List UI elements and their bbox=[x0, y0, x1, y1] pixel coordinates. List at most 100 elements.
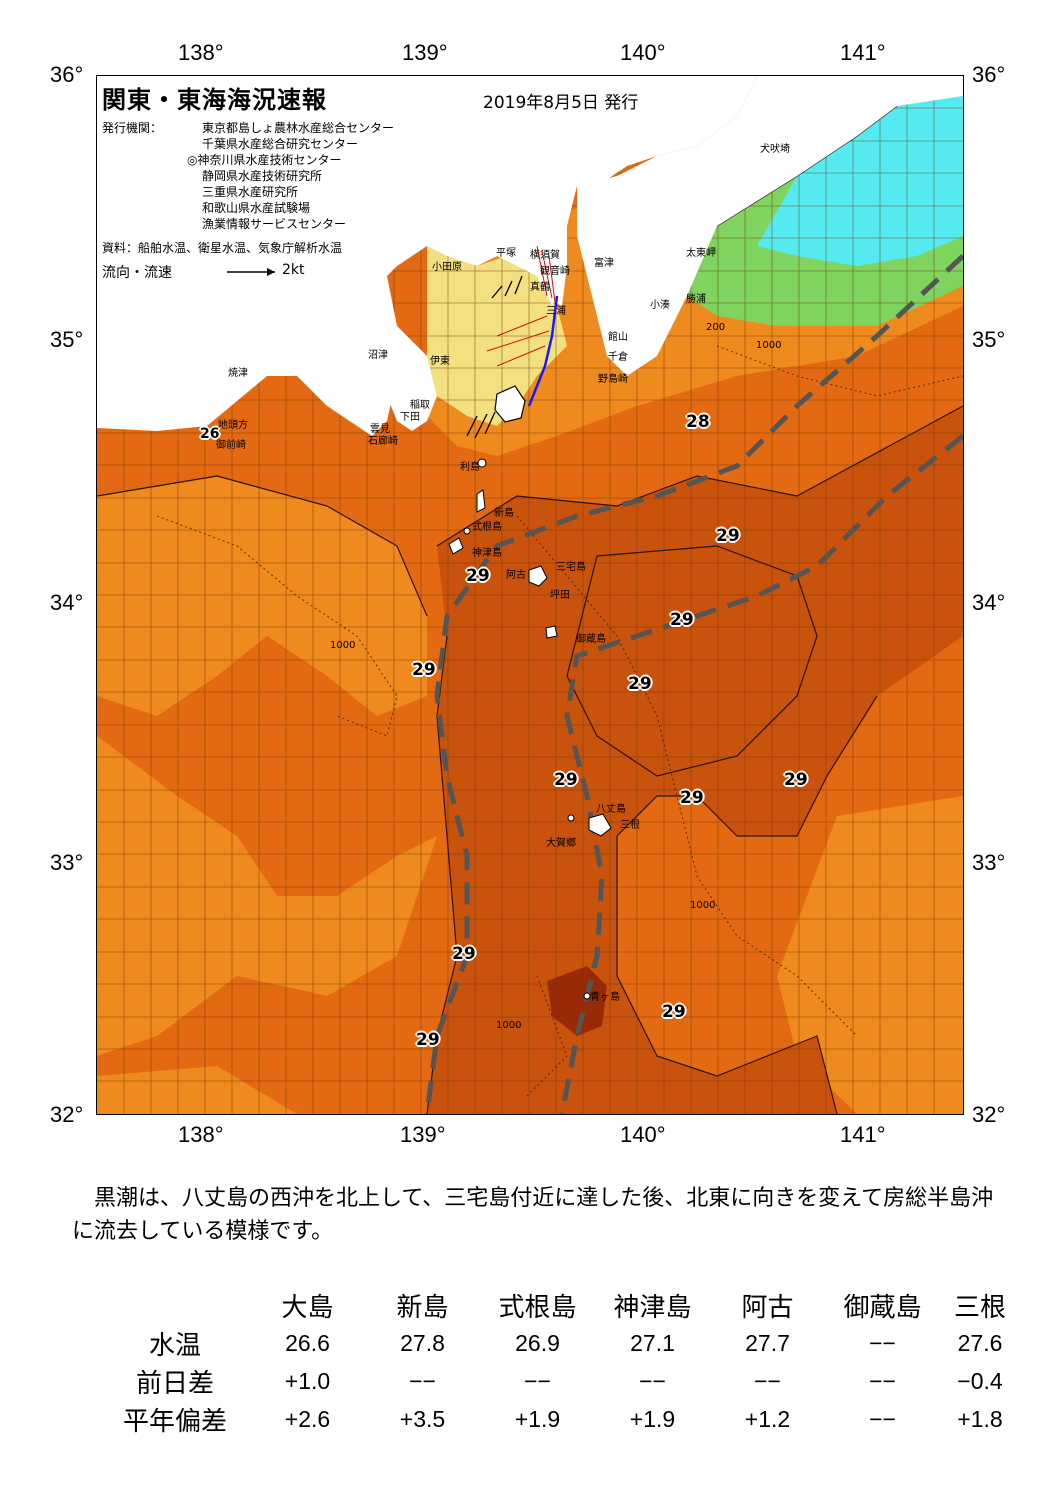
place-omaezaki: 御前崎 bbox=[216, 440, 246, 451]
summary-text: 黒潮は、八丈島の西沖を北上して、三宅島付近に達した後、北東に向きを変えて房総半島… bbox=[72, 1186, 994, 1244]
issuer-org-4: 静岡県水産技術研究所 bbox=[202, 169, 323, 183]
isotherm-label-29: 29 bbox=[412, 660, 436, 680]
place-miura: 三浦 bbox=[546, 306, 566, 317]
cell: 26.6 bbox=[285, 1329, 330, 1356]
place-yaizu: 焼津 bbox=[228, 368, 248, 379]
sea-temperature-map bbox=[96, 75, 964, 1115]
lon-label-bottom-139: 139° bbox=[400, 1122, 446, 1147]
lon-label-top-138: 138° bbox=[178, 40, 224, 65]
data-source: 資料：船舶水温、衛星水温、気象庁解析水温 bbox=[102, 241, 343, 255]
place-kozushima: 神津島 bbox=[472, 548, 502, 559]
lat-label-left-35: 35° bbox=[50, 327, 84, 352]
lon-label-bottom-141: 141° bbox=[840, 1122, 886, 1147]
place-inatori: 稲取 bbox=[410, 400, 430, 411]
column-kozushima: 神津島 bbox=[613, 1292, 692, 1323]
depth-label-1000: 1000 bbox=[756, 340, 782, 351]
isotherm-label-28: 28 bbox=[686, 412, 710, 432]
lon-label-top-140: 140° bbox=[620, 40, 666, 65]
place-niijima: 新島 bbox=[494, 508, 514, 519]
column-niijima: 新島 bbox=[396, 1292, 449, 1323]
isotherm-label-29: 29 bbox=[416, 1030, 440, 1050]
place-miyakejima: 三宅島 bbox=[556, 562, 586, 573]
depth-contour-lines bbox=[156, 345, 963, 1097]
cell: +1.8 bbox=[957, 1405, 1003, 1432]
issuer-org-3: ◎神奈川県水産技術センター bbox=[187, 153, 342, 167]
table-row: 前日差 +1.0 −− −− −− −− −− −0.4 bbox=[100, 1362, 1020, 1400]
ship-track bbox=[527, 295, 559, 407]
place-katsuura: 勝浦 bbox=[686, 294, 706, 305]
place-taitomisaki: 太東岬 bbox=[686, 248, 716, 259]
place-yokosuka: 横須賀 bbox=[530, 250, 560, 261]
column-oshima: 大島 bbox=[281, 1292, 334, 1323]
cell: 26.9 bbox=[515, 1329, 560, 1356]
island-kozushima bbox=[448, 537, 464, 555]
issuer-org-1: 東京都島しょ農林水産総合センター bbox=[202, 121, 395, 135]
zone-light-orange-3 bbox=[777, 796, 963, 1114]
lat-label-left-34: 34° bbox=[50, 590, 84, 615]
place-ako: 阿古 bbox=[506, 570, 526, 581]
place-chikura: 千倉 bbox=[608, 352, 628, 363]
lat-label-right-33: 33° bbox=[972, 850, 1006, 875]
issued-date: 2019年8月5日 発行 bbox=[483, 93, 639, 113]
place-shikinejima: 式根島 bbox=[472, 522, 502, 533]
flow-legend-scale: 2kt bbox=[282, 262, 305, 278]
depth-label-1000: 1000 bbox=[690, 900, 716, 911]
map-svg bbox=[97, 76, 963, 1114]
kuroshio-axis-east bbox=[559, 434, 963, 1114]
place-toshima: 利島 bbox=[460, 462, 480, 473]
place-mitsune: 三根 bbox=[620, 820, 640, 831]
land-honshu bbox=[97, 76, 757, 436]
place-kominato: 小湊 bbox=[650, 300, 670, 311]
isotherm-label-29: 29 bbox=[716, 526, 740, 546]
place-ito: 伊東 bbox=[430, 356, 450, 367]
flow-legend-label: 流向・流速 bbox=[102, 265, 172, 281]
cell: 27.8 bbox=[400, 1329, 445, 1356]
island-hachijokojima bbox=[567, 814, 575, 822]
place-inubosaki: 犬吠埼 bbox=[760, 144, 790, 155]
place-hachijojima: 八丈島 bbox=[596, 804, 626, 815]
place-jitogata: 地頭方 bbox=[218, 420, 248, 431]
depth-label-1000: 1000 bbox=[330, 640, 356, 651]
chart-title: 関東・東海海況速報 bbox=[102, 86, 327, 114]
place-manazuru: 真鶴 bbox=[530, 282, 550, 293]
flow-vectors-red bbox=[486, 245, 556, 367]
lon-label-bottom-140: 140° bbox=[620, 1122, 666, 1147]
cell: −− bbox=[754, 1367, 781, 1394]
issuer-org-7: 漁業情報サービスセンター bbox=[202, 217, 347, 231]
island-niijima bbox=[476, 489, 486, 513]
cell: 27.6 bbox=[957, 1329, 1003, 1356]
column-mikurajima: 御蔵島 bbox=[843, 1292, 922, 1323]
isotherm-label-29: 29 bbox=[670, 610, 694, 630]
lat-label-left-32: 32° bbox=[50, 1102, 84, 1127]
place-odawara: 小田原 bbox=[432, 262, 462, 273]
cell: −− bbox=[639, 1367, 666, 1394]
isotherm-label-29: 29 bbox=[784, 770, 808, 790]
cell: −− bbox=[869, 1405, 896, 1432]
isotherm-label-29: 29 bbox=[554, 770, 578, 790]
cell: +1.2 bbox=[744, 1405, 791, 1432]
zone-light-orange-4 bbox=[97, 1066, 297, 1114]
issuer-org-2: 千葉県水産総合研究センター bbox=[202, 137, 359, 151]
table-header-row: 大島 新島 式根島 神津島 阿古 御蔵島 三根 bbox=[100, 1286, 1020, 1324]
cell: +1.9 bbox=[514, 1405, 561, 1432]
isotherm-label-29: 29 bbox=[628, 674, 652, 694]
place-aogashima: 青ヶ島 bbox=[590, 992, 620, 1003]
cell: +3.5 bbox=[399, 1405, 446, 1432]
place-numazu: 沼津 bbox=[368, 350, 388, 361]
island-mikurajima bbox=[545, 625, 558, 639]
place-shimoda: 下田 bbox=[400, 412, 420, 423]
isotherm-label-29: 29 bbox=[662, 1002, 686, 1022]
lat-label-right-34: 34° bbox=[972, 590, 1006, 615]
zone-cyan-cold bbox=[757, 96, 963, 266]
place-tsubota: 坪田 bbox=[550, 590, 570, 601]
station-temperature-table: 大島 新島 式根島 神津島 阿古 御蔵島 三根 水温 26.6 27.8 26.… bbox=[100, 1286, 1020, 1438]
lon-label-bottom-138: 138° bbox=[178, 1122, 224, 1147]
place-kannonzaki: 観音崎 bbox=[540, 266, 570, 277]
table-corner bbox=[100, 1286, 250, 1324]
land-miura bbox=[552, 256, 567, 306]
place-nojimazaki: 野島崎 bbox=[598, 374, 628, 385]
lat-label-right-35: 35° bbox=[972, 327, 1006, 352]
island-miyakejima bbox=[528, 565, 548, 587]
cell: −− bbox=[869, 1367, 896, 1394]
cell: +1.0 bbox=[284, 1367, 331, 1394]
